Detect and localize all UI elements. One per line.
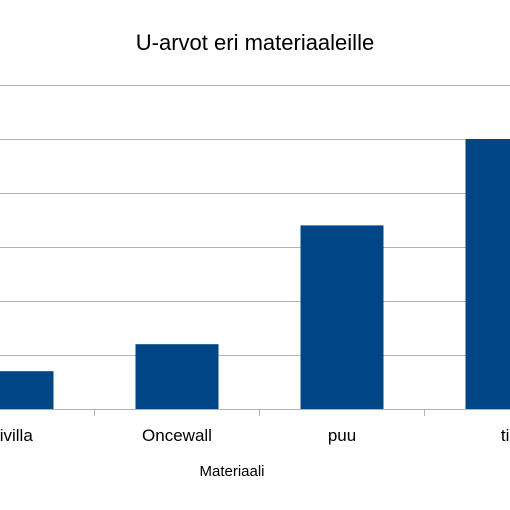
bars (0, 139, 510, 409)
x-tick-label-sivilla: sivilla (0, 426, 33, 445)
x-axis-ticks (94, 409, 425, 416)
x-tick-label-oncewall: Oncewall (142, 426, 212, 445)
gridlines (0, 85, 510, 356)
bar-tii (465, 139, 510, 409)
chart-title: U-arvot eri materiaaleille (136, 30, 374, 55)
x-axis-title: Materiaali (199, 463, 264, 480)
bar-puu (300, 225, 384, 409)
x-tick-labels: sivilla Oncewall puu tii (0, 426, 510, 445)
x-tick-label-tii: tii (501, 426, 510, 445)
x-tick-label-puu: puu (328, 426, 356, 445)
bar-sivilla (0, 371, 54, 409)
bar-oncewall (135, 344, 219, 409)
